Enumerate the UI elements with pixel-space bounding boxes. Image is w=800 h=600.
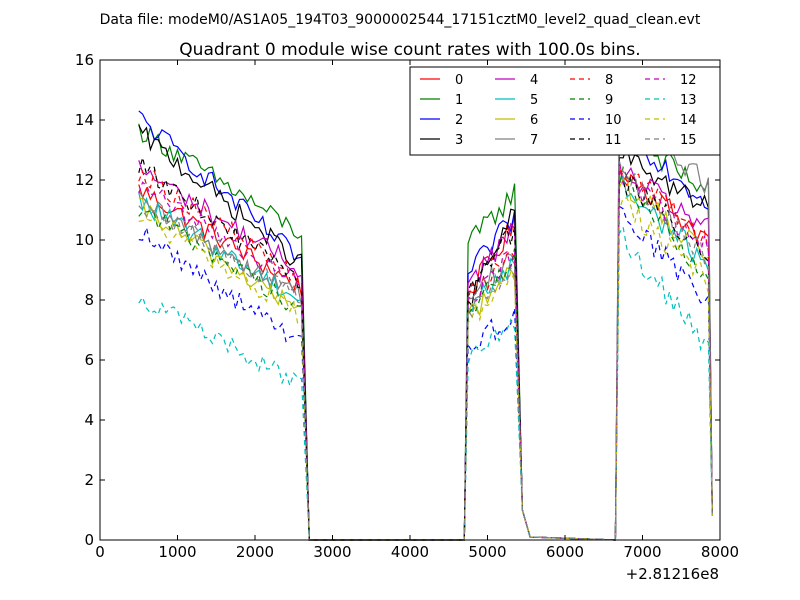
series-line-15: [138, 161, 713, 541]
legend-label: 1: [455, 93, 463, 108]
legend-box: [409, 66, 721, 156]
x-tick-label: 2000: [236, 543, 274, 561]
legend-label: 15: [680, 133, 697, 148]
series-line-11: [138, 157, 713, 541]
series-layer: [138, 97, 713, 541]
legend-label: 2: [455, 113, 463, 128]
x-tick-label: 7000: [623, 543, 661, 561]
y-tick-label: 4: [84, 411, 94, 429]
chart-title: Quadrant 0 module wise count rates with …: [179, 40, 640, 60]
x-tick-label: 0: [95, 543, 105, 561]
legend-label: 12: [680, 73, 697, 88]
y-tick-label: 16: [75, 51, 94, 69]
series-line-5: [138, 175, 713, 541]
y-tick-label: 8: [84, 291, 94, 309]
legend-label: 3: [455, 133, 463, 148]
figure-suptitle: Data file: modeM0/AS1A05_194T03_90000025…: [100, 12, 701, 28]
legend-label: 6: [530, 113, 538, 128]
legend-label: 4: [530, 73, 538, 88]
series-line-8: [138, 166, 713, 541]
legend-label: 8: [605, 73, 613, 88]
legend-label: 5: [530, 93, 538, 108]
y-tick-label: 2: [84, 471, 94, 489]
legend-label: 7: [530, 133, 538, 148]
y-tick-label: 12: [75, 171, 94, 189]
series-line-3: [138, 124, 713, 541]
series-line-6: [138, 177, 713, 541]
x-tick-label: 3000: [313, 543, 351, 561]
x-tick-label: 5000: [468, 543, 506, 561]
legend-label: 9: [605, 93, 613, 108]
y-tick-label: 14: [75, 111, 94, 129]
axis-ticks: 0 1000 2000 3000 4000 5000 6000 7000 80000246810…: [75, 51, 739, 561]
legend-label: 14: [680, 113, 697, 128]
series-line-9: [138, 165, 713, 541]
y-tick-label: 0: [84, 531, 94, 549]
series-line-12: [138, 164, 713, 541]
series-line-7: [138, 97, 713, 541]
legend-label: 10: [605, 113, 622, 128]
series-line-14: [138, 197, 713, 541]
y-tick-label: 6: [84, 351, 94, 369]
y-tick-label: 10: [75, 231, 94, 249]
legend-label: 0: [455, 73, 463, 88]
series-line-10: [138, 205, 713, 541]
x-offset-label: +2.81216e8: [626, 565, 719, 583]
series-line-13: [138, 225, 713, 541]
legend-label: 11: [605, 133, 622, 148]
legend-label: 13: [680, 93, 697, 108]
x-tick-label: 4000: [391, 543, 429, 561]
x-tick-label: 6000: [546, 543, 584, 561]
x-tick-label: 1000: [158, 543, 196, 561]
x-tick-label: 8000: [701, 543, 739, 561]
